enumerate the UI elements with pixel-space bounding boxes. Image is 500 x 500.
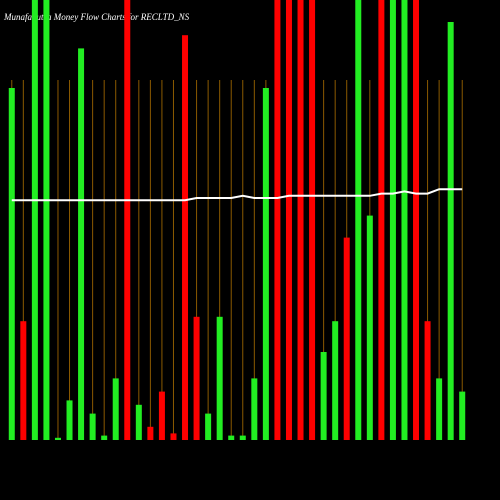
bar — [124, 0, 131, 440]
bar — [366, 215, 373, 440]
bar — [54, 437, 61, 440]
bar — [343, 237, 350, 440]
bar — [228, 435, 235, 440]
bar — [424, 321, 431, 440]
bar — [43, 0, 50, 440]
bar — [182, 35, 189, 440]
chart-title: MunafaSutra Money Flow Charts for RECLTD… — [3, 12, 190, 22]
bar — [216, 316, 223, 440]
bar — [309, 0, 316, 440]
money-flow-line — [11, 188, 463, 202]
bar — [355, 0, 362, 440]
bar — [274, 0, 281, 440]
bar — [89, 413, 96, 440]
bar — [147, 426, 154, 440]
bar — [262, 88, 269, 440]
bar — [193, 316, 200, 440]
bar — [170, 433, 177, 440]
bar — [101, 435, 108, 440]
bar — [135, 404, 142, 440]
bar — [8, 88, 15, 440]
bar — [297, 0, 304, 440]
bar — [413, 0, 420, 440]
bar — [78, 48, 85, 441]
bar — [112, 378, 119, 440]
bar — [158, 391, 165, 440]
bar — [389, 0, 396, 440]
bar — [285, 0, 292, 440]
bar — [401, 0, 408, 440]
bar — [332, 321, 339, 440]
bar — [205, 413, 212, 440]
bar — [66, 400, 73, 440]
bar — [459, 391, 466, 440]
bar — [378, 0, 385, 440]
bar — [20, 321, 27, 440]
bar — [436, 378, 443, 440]
bar — [320, 352, 327, 440]
bar — [31, 0, 38, 440]
bar — [251, 378, 258, 440]
bar — [239, 435, 246, 440]
bar — [447, 22, 454, 440]
